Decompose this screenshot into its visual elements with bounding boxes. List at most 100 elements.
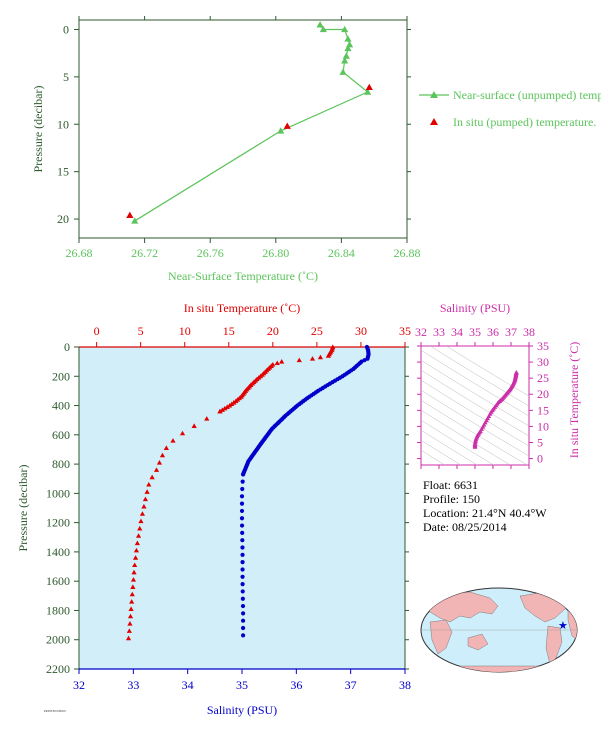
ts-point bbox=[482, 420, 488, 425]
ts-y-tick-label: 20 bbox=[537, 387, 549, 401]
temperature-tick-label: 25 bbox=[311, 324, 323, 338]
temperature-profile-point bbox=[132, 562, 138, 568]
temperature-profile-point bbox=[127, 613, 134, 619]
footer-tag: PRINTED 0000/0 bbox=[44, 709, 66, 713]
temperature-profile-point bbox=[127, 621, 133, 626]
density-contour-line bbox=[421, 399, 528, 465]
temperature-axis-label: In situ Temperature (˚C) bbox=[184, 301, 301, 315]
land-south-america bbox=[545, 625, 563, 665]
main-y-ticks: 0 200 400 600 800 1000 1200 1400 1600 1800 2000 220… bbox=[46, 340, 409, 676]
density-contour-line bbox=[421, 359, 529, 427]
temperature-profile-point bbox=[159, 452, 166, 458]
temperature-tick-label: 35 bbox=[399, 324, 411, 338]
salinity-profile-point bbox=[240, 582, 245, 587]
ts-y-tick-label: 5 bbox=[537, 435, 543, 449]
salinity-profile-point bbox=[240, 589, 245, 594]
temperature-profile-point bbox=[191, 423, 197, 428]
ts-x-tick-label: 38 bbox=[523, 325, 535, 339]
ts-y-ticks: 0 5 10 15 20 25 30 35 bbox=[417, 339, 549, 466]
top-x-tick-label: 26.76 bbox=[197, 246, 224, 260]
ts-y-tick-label: 10 bbox=[537, 419, 549, 433]
main-y-tick-label: 800 bbox=[52, 457, 70, 471]
ts-point bbox=[481, 422, 487, 427]
density-contour-line bbox=[421, 369, 529, 437]
ts-x-axis-label: Salinity (PSU) bbox=[440, 301, 510, 315]
main-y-axis-label: Pressure (decibar) bbox=[16, 465, 30, 552]
salinity-profile-point bbox=[240, 603, 246, 609]
salinity-profile-point bbox=[240, 618, 246, 623]
temperature-profile-point bbox=[129, 591, 135, 597]
salinity-tick-label: 36 bbox=[290, 678, 302, 692]
legend-marker-pumped bbox=[430, 118, 438, 125]
salinity-profile-point bbox=[239, 516, 245, 521]
main-y-tick-label: 200 bbox=[52, 369, 70, 383]
top-x-tick-label: 26.72 bbox=[131, 246, 158, 260]
temperature-profile-point bbox=[141, 503, 147, 509]
unpumped-temperature-point bbox=[341, 25, 349, 33]
top-x-ticks: 26.68 26.72 26.76 26.80 26.84 26.88 bbox=[66, 16, 421, 260]
temperature-profile-point bbox=[279, 359, 285, 364]
main-y-tick-label: 1800 bbox=[46, 603, 70, 617]
salinity-tick-label: 35 bbox=[236, 678, 248, 692]
salinity-profile-point bbox=[240, 472, 246, 477]
land-africa bbox=[429, 619, 453, 655]
near-surface-chart: 26.68 26.72 26.76 26.80 26.84 26.88 05101520 … bbox=[31, 16, 601, 283]
land-antarctica bbox=[421, 665, 577, 672]
main-y-tick-label: 1600 bbox=[46, 574, 70, 588]
ts-x-ticks: 32 33 34 35 36 37 38 bbox=[415, 325, 535, 469]
density-contour-line bbox=[421, 389, 529, 457]
unpumped-temperature-point bbox=[344, 35, 352, 42]
temperature-tick-label: 20 bbox=[267, 324, 279, 338]
unpumped-temperature-point bbox=[339, 68, 347, 75]
float-position-marker: ★ bbox=[558, 620, 568, 632]
salinity-axis-label: Salinity (PSU) bbox=[207, 703, 277, 717]
density-contour-line bbox=[421, 349, 529, 417]
top-legend: Near-surface (unpumped) temperature. In … bbox=[419, 88, 601, 129]
ts-diagram: 32 33 34 35 36 37 38 0 5 10 15 20 25 30 35 Salinity (… bbox=[415, 301, 581, 469]
ts-y-tick-label: 30 bbox=[537, 355, 549, 369]
land-australia bbox=[467, 633, 489, 651]
temperature-profile-point bbox=[131, 569, 137, 575]
density-contour-line bbox=[421, 379, 529, 447]
temperature-profile-point bbox=[163, 445, 169, 450]
temperature-profile-point bbox=[146, 481, 152, 487]
temperature-profile-point bbox=[156, 460, 163, 465]
main-y-tick-label: 0 bbox=[64, 340, 70, 354]
float-location: Location: 21.4°N 40.4°W bbox=[423, 506, 547, 520]
temperature-profile-point bbox=[132, 555, 139, 560]
world-map: ★ bbox=[420, 587, 578, 673]
ts-y-tick-label: 15 bbox=[537, 403, 549, 417]
salinity-tick-label: 33 bbox=[127, 678, 139, 692]
ts-y-tick-label: 35 bbox=[537, 339, 549, 353]
ts-point bbox=[485, 415, 490, 421]
temperature-profile-point bbox=[179, 430, 186, 436]
pumped-temperature-point bbox=[126, 211, 134, 218]
density-contour-line bbox=[421, 419, 495, 465]
temperature-profile-point bbox=[137, 525, 143, 531]
salinity-profile-point bbox=[240, 596, 245, 601]
main-y-tick-label: 2200 bbox=[46, 662, 70, 676]
main-y-tick-label: 2000 bbox=[46, 633, 70, 647]
top-y-tick-label: 15 bbox=[57, 165, 69, 179]
top-plot-frame bbox=[78, 19, 408, 239]
salinity-profile-point bbox=[240, 545, 245, 550]
float-id: Float: 6631 bbox=[423, 478, 478, 492]
temperature-profile-point bbox=[204, 416, 210, 421]
temperature-profile-point bbox=[296, 357, 302, 363]
temperature-tick-label: 5 bbox=[138, 324, 144, 338]
temperature-profile-point bbox=[129, 599, 135, 604]
salinity-tick-label: 32 bbox=[73, 678, 85, 692]
temperature-tick-label: 0 bbox=[94, 324, 100, 338]
top-x-tick-label: 26.88 bbox=[394, 246, 421, 260]
temperature-profile-point bbox=[227, 402, 233, 408]
salinity-profile-point bbox=[240, 530, 245, 535]
main-y-tick-label: 1200 bbox=[46, 516, 70, 530]
density-contour-line bbox=[429, 346, 529, 407]
temperature-profile-point bbox=[144, 489, 150, 494]
temperature-profile-point bbox=[153, 467, 160, 472]
temperature-profile-point bbox=[130, 577, 137, 582]
salinity-tick-label: 38 bbox=[399, 678, 411, 692]
top-x-axis-label: Near-Surface Temperature (˚C) bbox=[168, 269, 318, 283]
unpumped-temperature-point bbox=[341, 57, 349, 64]
top-y-tick-label: 5 bbox=[63, 70, 69, 84]
